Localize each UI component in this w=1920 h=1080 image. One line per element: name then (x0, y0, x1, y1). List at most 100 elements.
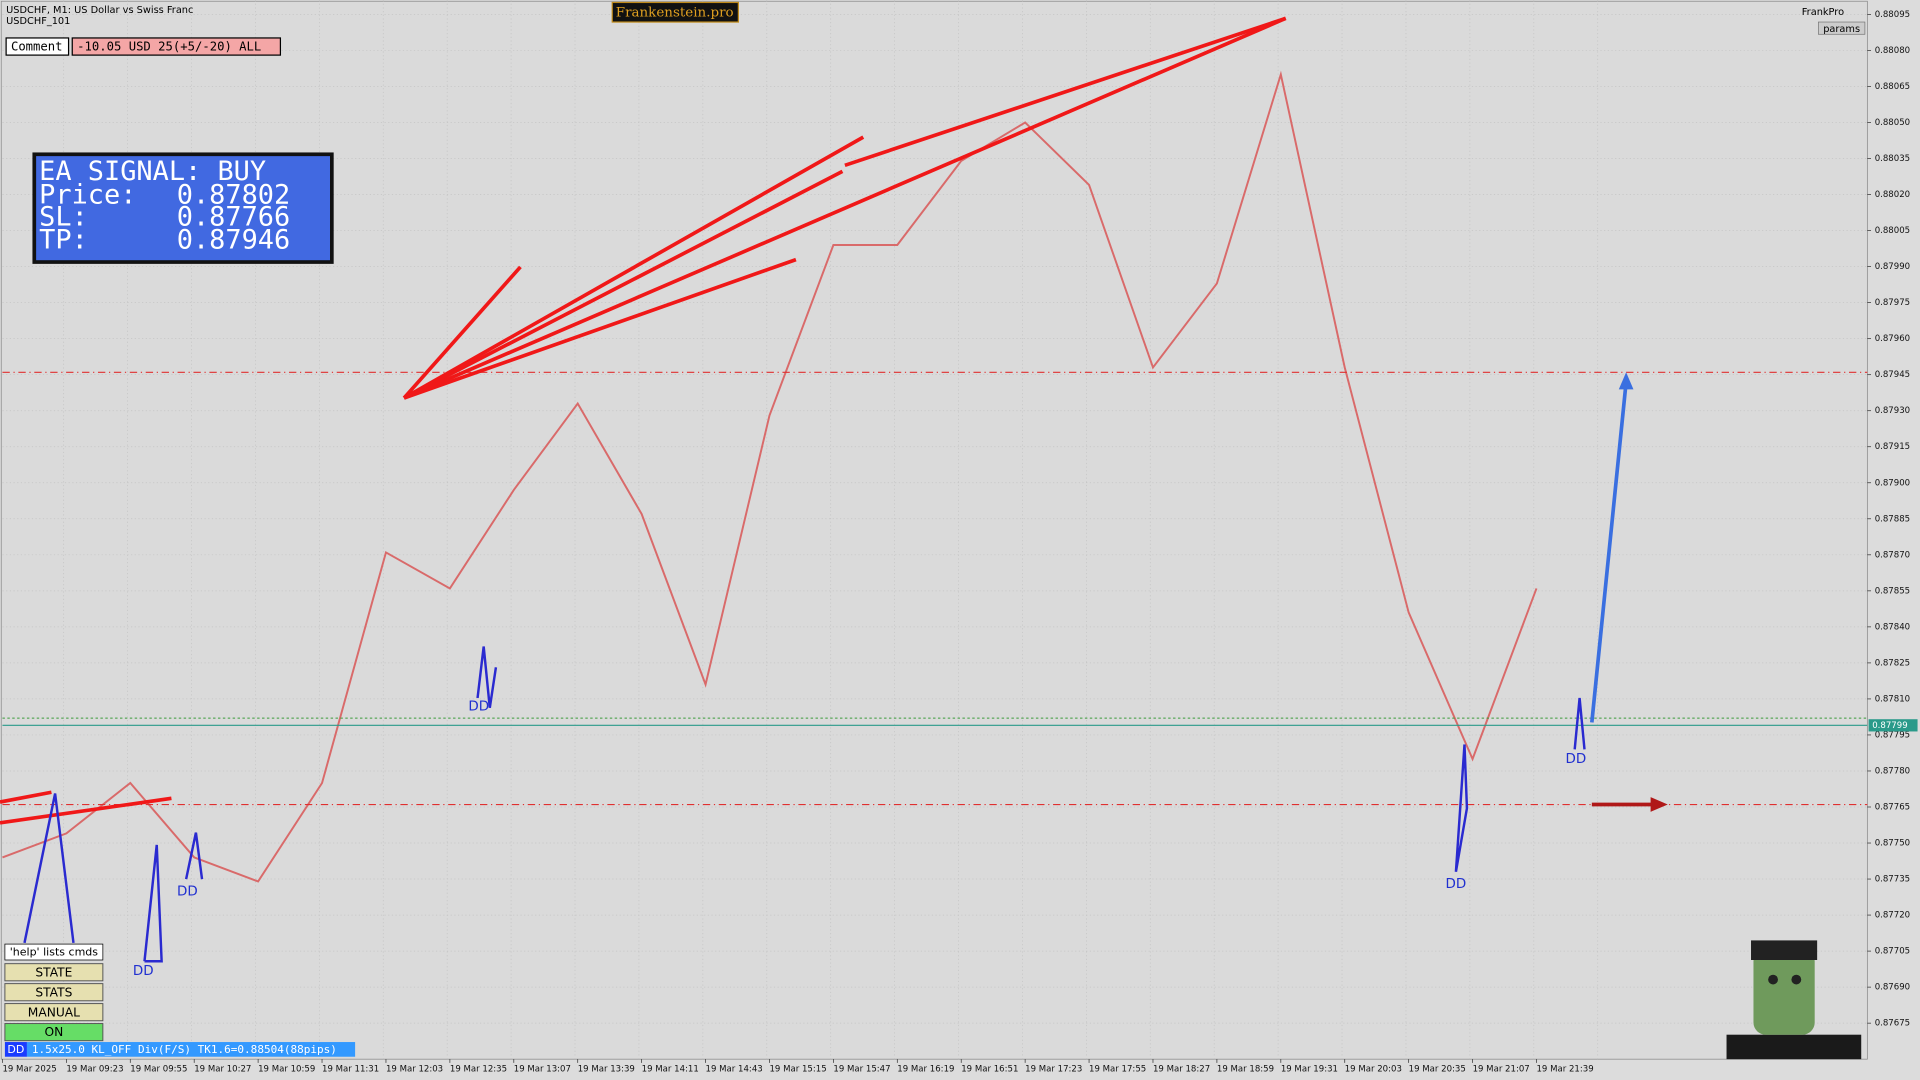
arrow (402, 265, 522, 400)
mascot-eye (1768, 974, 1778, 985)
signal-title: EA SIGNAL: BUY (39, 156, 266, 187)
arrow (403, 16, 1287, 400)
y-tick-label: 0.87855 (1875, 586, 1910, 596)
control-button-label[interactable]: STATE (35, 965, 72, 979)
x-tick-label: 19 Mar 14:11 (642, 1064, 699, 1074)
x-tick-label: 19 Mar 14:43 (706, 1064, 763, 1074)
button-group: STATE STATS MANUAL ON (4, 963, 104, 1042)
arrow-head (1650, 797, 1668, 812)
y-tick-label: 0.87825 (1875, 658, 1910, 668)
mascot-head (1753, 948, 1815, 1035)
y-tick-label: 0.87750 (1875, 839, 1910, 849)
x-tick-label: 19 Mar 10:27 (194, 1064, 251, 1074)
control-button[interactable] (4, 983, 104, 1002)
y-tick-label: 0.87795 (1875, 730, 1910, 740)
y-tick-label: 0.87960 (1875, 334, 1910, 344)
y-tick-label: 0.87810 (1875, 694, 1910, 704)
arrow (844, 16, 1287, 168)
y-tick-label: 0.88035 (1875, 154, 1910, 164)
brand: Frankenstein.pro (616, 5, 734, 20)
mascot (1726, 940, 1862, 1060)
y-tick-label: 0.88005 (1875, 226, 1910, 236)
x-tick-label: 19 Mar 13:39 (578, 1064, 635, 1074)
chart-subtitle: USDCHF_101 (6, 16, 70, 27)
dd-patterns (23, 646, 1586, 963)
signal-panel (32, 152, 334, 264)
arrow-head (1618, 372, 1634, 390)
x-tick-label: 19 Mar 18:59 (1217, 1064, 1274, 1074)
dd-shape (476, 646, 498, 708)
x-tick-label: 19 Mar 18:27 (1153, 1064, 1210, 1074)
control-button-label[interactable]: STATS (35, 985, 72, 999)
y-tick-label: 0.88065 (1875, 82, 1910, 92)
y-tick-label: 0.87840 (1875, 622, 1910, 632)
mascot-hair (1751, 940, 1818, 960)
y-tick-label: 0.88095 (1875, 10, 1910, 20)
x-tick-label: 19 Mar 20:03 (1345, 1064, 1402, 1074)
x-tick-label: 19 Mar 09:23 (66, 1064, 123, 1074)
pattern-label: DD (133, 964, 154, 979)
data-layer: 0.87799 DD DD DD DD DD (2, 70, 1918, 979)
control-button[interactable] (4, 1023, 104, 1042)
y-tick-label: 0.87690 (1875, 983, 1910, 993)
y-tick-label: 0.87765 (1875, 802, 1910, 812)
control-button-label[interactable]: ON (44, 1025, 63, 1039)
current-price-box (1868, 719, 1918, 732)
help-text: 'help' lists cmds (10, 946, 99, 959)
status-tag-box (4, 1042, 27, 1057)
dd-shape (1573, 697, 1586, 750)
current-price-label: 0.87799 (1872, 721, 1907, 731)
y-tick-label: 0.88020 (1875, 190, 1910, 200)
x-tick-label: 19 Mar 2025 (2, 1064, 56, 1074)
signal-row-value: 0.87946 (177, 225, 290, 256)
y-tick-label: 0.87735 (1875, 875, 1910, 885)
x-tick-label: 19 Mar 10:59 (258, 1064, 315, 1074)
x-tick-label: 19 Mar 17:55 (1089, 1064, 1146, 1074)
x-tick-label: 19 Mar 15:15 (769, 1064, 826, 1074)
x-tick-label: 19 Mar 20:35 (1409, 1064, 1466, 1074)
dd-shape (184, 832, 204, 880)
comment-label: Comment (11, 40, 63, 54)
y-tick-label: 0.87780 (1875, 766, 1910, 776)
control-button[interactable] (4, 1003, 104, 1022)
status-box (26, 1042, 356, 1057)
control-button[interactable] (4, 963, 104, 982)
arrow (403, 135, 865, 400)
forecast-arrow (1590, 381, 1628, 723)
x-tick-label: 19 Mar 16:51 (961, 1064, 1018, 1074)
signal-row-value: 0.87802 (177, 179, 290, 210)
pattern-label: DD (177, 884, 198, 899)
dd-shape (1454, 744, 1469, 873)
account: FrankPro (1802, 7, 1844, 18)
y-tick-label: 0.87975 (1875, 298, 1910, 308)
arrow (0, 796, 172, 825)
dd-shape (23, 793, 75, 944)
x-tick-label: 19 Mar 21:07 (1473, 1064, 1530, 1074)
signal-row-label: SL: (39, 201, 88, 232)
x-tick-label: 19 Mar 12:35 (450, 1064, 507, 1074)
control-button-label[interactable]: MANUAL (28, 1005, 80, 1019)
params-button[interactable] (1818, 21, 1866, 35)
y-tick-label: 0.87885 (1875, 514, 1910, 524)
y-tick-label: 0.87990 (1875, 262, 1910, 272)
mascot-eye (1791, 974, 1802, 985)
status-tag: DD (7, 1043, 24, 1056)
y-tick-label: 0.87930 (1875, 406, 1910, 416)
params-label[interactable]: params (1823, 24, 1860, 35)
x-tick-label: 19 Mar 17:23 (1025, 1064, 1082, 1074)
y-tick-label: 0.87915 (1875, 442, 1910, 452)
price-line (2, 70, 1538, 883)
dd-shape (143, 844, 163, 963)
x-tick-label: 19 Mar 16:19 (897, 1064, 954, 1074)
comment-value: -10.05 USD 25(+5/-20) ALL (77, 40, 261, 54)
x-tick-label: 19 Mar 13:07 (514, 1064, 571, 1074)
x-tick-label: 19 Mar 21:39 (1536, 1064, 1593, 1074)
arrow (0, 790, 52, 804)
x-tick-label: 19 Mar 09:55 (130, 1064, 187, 1074)
trend-arrows (0, 16, 1287, 825)
pattern-label: DD (1446, 877, 1467, 892)
x-tick-label: 19 Mar 11:31 (322, 1064, 379, 1074)
